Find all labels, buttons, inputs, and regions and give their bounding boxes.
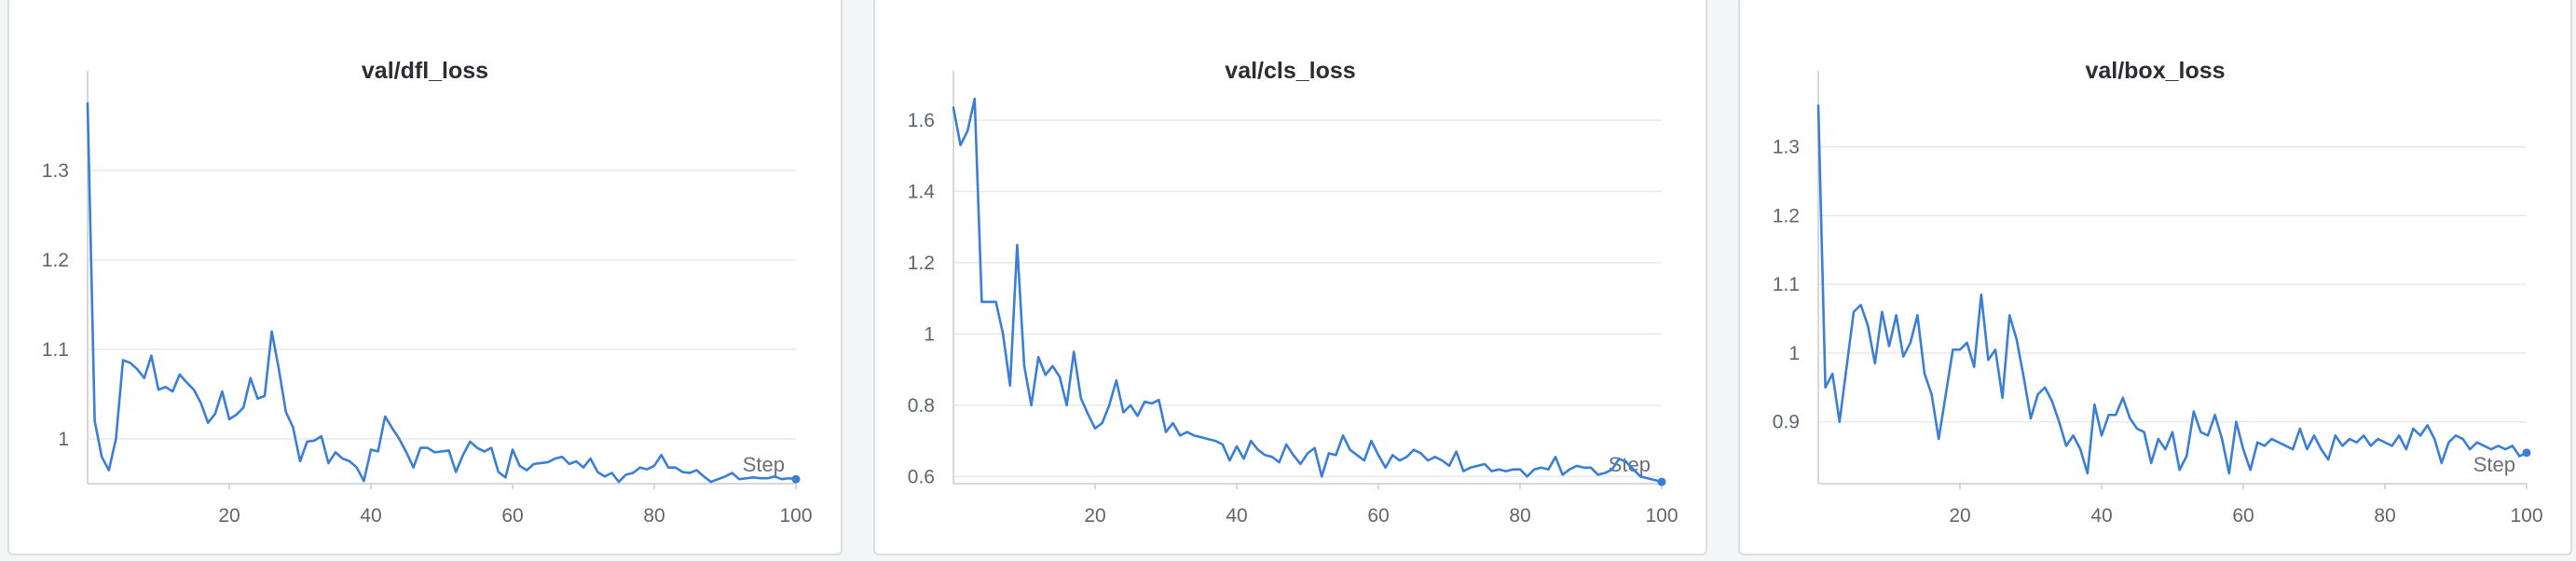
y-tick-label: 1.1 bbox=[42, 339, 69, 361]
x-tick-label: 20 bbox=[1949, 505, 1970, 527]
x-tick-label: 60 bbox=[501, 505, 523, 527]
x-tick-label: 60 bbox=[1367, 505, 1389, 527]
line-chart[interactable]: 1 1.1 1.2 1.3 20 40 60 80 100 Step bbox=[9, 0, 844, 557]
y-tick-label: 0.6 bbox=[908, 466, 935, 487]
x-tick-label: 100 bbox=[2510, 505, 2542, 527]
y-tick-label: 1.2 bbox=[1773, 205, 1800, 226]
y-tick-label: 1.3 bbox=[42, 160, 69, 182]
series-line bbox=[1816, 104, 2528, 475]
chart-title: val/cls_loss bbox=[1225, 58, 1356, 84]
x-tick-label: 60 bbox=[2232, 505, 2254, 527]
x-tick-label: 40 bbox=[360, 505, 381, 527]
x-tick-label: 80 bbox=[643, 505, 665, 527]
series-end-point bbox=[791, 474, 801, 484]
series-line bbox=[86, 102, 798, 484]
y-tick-label: 1 bbox=[58, 429, 69, 450]
series-end-point bbox=[2522, 448, 2531, 458]
x-axis-title: Step bbox=[743, 453, 785, 476]
series-line bbox=[952, 97, 1664, 484]
line-chart[interactable]: 0.9 1 1.1 1.2 1.3 20 40 60 80 100 Step bbox=[1740, 0, 2574, 557]
x-tick-label: 20 bbox=[1084, 505, 1105, 527]
series-end-point bbox=[1657, 477, 1666, 486]
x-axis-title: Step bbox=[2473, 453, 2515, 476]
y-tick-label: 1.3 bbox=[1773, 137, 1800, 158]
y-tick-label: 1.2 bbox=[42, 250, 69, 271]
chart-title: val/dfl_loss bbox=[361, 58, 489, 84]
y-tick-label: 0.9 bbox=[1773, 412, 1800, 433]
x-tick-label: 100 bbox=[779, 505, 812, 527]
y-tick-label: 1.1 bbox=[1773, 274, 1800, 295]
chart-title: val/box_loss bbox=[2085, 58, 2226, 84]
x-tick-label: 20 bbox=[218, 505, 240, 527]
x-tick-label: 100 bbox=[1645, 505, 1678, 527]
chart-panel-box-loss: val/box_loss 0.9 1 1.1 1.2 1.3 20 40 60 80 100 Ste… bbox=[1738, 0, 2572, 555]
y-tick-label: 1.4 bbox=[908, 181, 936, 202]
chart-panel-cls-loss: val/cls_loss 0.6 0.8 1 1.2 1.4 1.6 20 40 60 80 100… bbox=[873, 0, 1707, 555]
chart-panel-dfl-loss: val/dfl_loss 1 1.1 1.2 1.3 20 40 60 80 100 Step bbox=[7, 0, 843, 555]
x-tick-label: 40 bbox=[1226, 505, 1247, 527]
x-tick-label: 80 bbox=[1509, 505, 1530, 527]
y-tick-label: 1 bbox=[924, 323, 935, 345]
x-tick-label: 80 bbox=[2374, 505, 2395, 527]
y-tick-label: 1.6 bbox=[908, 110, 935, 131]
y-tick-label: 1.2 bbox=[908, 253, 935, 274]
y-tick-label: 1 bbox=[1788, 343, 1800, 364]
y-tick-label: 0.8 bbox=[908, 395, 935, 417]
x-tick-label: 40 bbox=[2090, 505, 2112, 527]
